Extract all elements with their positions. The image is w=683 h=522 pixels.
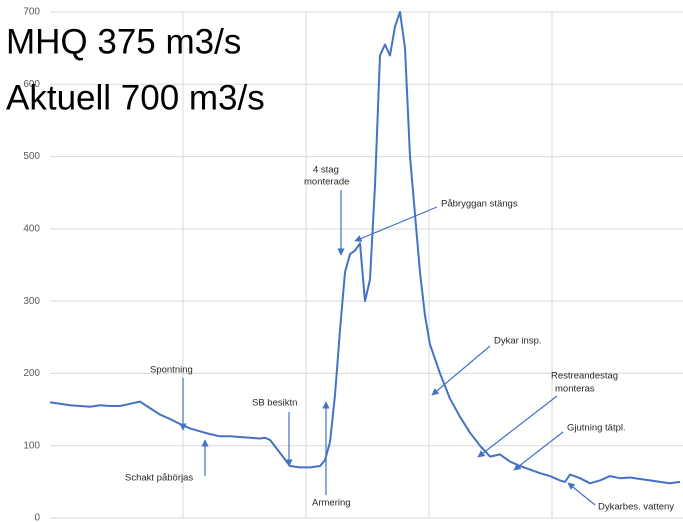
- annotation: Gjutning tätpl.: [567, 423, 626, 434]
- data-line: [49, 11, 681, 485]
- annotation: Dykarbes. vatteny: [598, 502, 674, 513]
- y-tick-label: 400: [23, 223, 40, 234]
- annotation: Restreandestag: [551, 371, 618, 382]
- annotation: monterade: [304, 177, 349, 188]
- arrow: [477, 395, 558, 458]
- y-tick-label: 600: [23, 79, 40, 90]
- annotation: Armering: [312, 498, 351, 509]
- annotation: Spontning: [150, 365, 193, 376]
- arrows: [179, 190, 596, 506]
- y-tick-label: 0: [34, 513, 40, 522]
- arrow: [513, 431, 564, 471]
- y-tick-label: 200: [23, 368, 40, 379]
- arrow: [431, 345, 491, 396]
- y-tick-label: 100: [23, 440, 40, 451]
- annotations: Spontning Schakt påbörjas SB besiktn Arm…: [125, 165, 674, 513]
- overlay-text: Aktuell 700 m3/s: [6, 78, 265, 117]
- y-tick-label: 500: [23, 151, 40, 162]
- annotation: monteras: [555, 384, 595, 395]
- y-tick-label: 300: [23, 296, 40, 307]
- overlay-text: MHQ 375 m3/s: [6, 22, 241, 61]
- annotation: 4 stag: [313, 165, 339, 176]
- annotation: Schakt påbörjas: [125, 473, 193, 484]
- grid: [50, 11, 683, 519]
- y-tick-label: 700: [23, 7, 40, 18]
- arrow: [354, 206, 438, 242]
- arrow: [567, 482, 596, 506]
- annotation: Påbryggan stängs: [441, 199, 518, 210]
- annotation: SB besiktn: [252, 398, 297, 409]
- annotation: Dykar insp.: [494, 336, 542, 347]
